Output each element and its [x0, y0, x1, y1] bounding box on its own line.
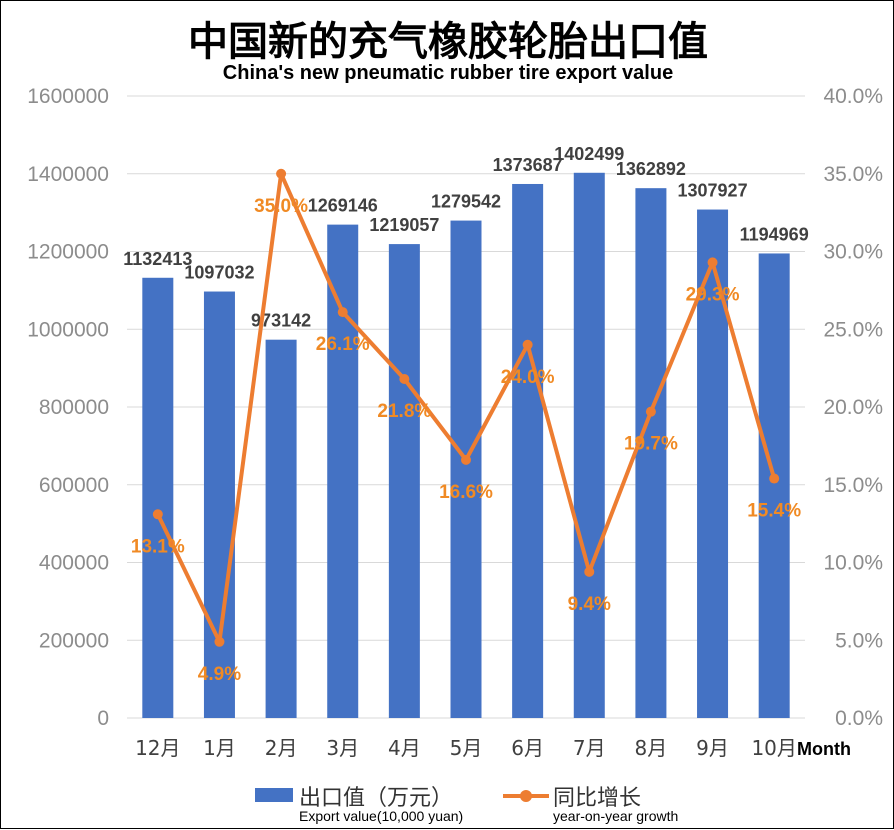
growth-point	[152, 509, 163, 520]
bar	[758, 253, 790, 718]
bar	[573, 172, 605, 719]
bar-data-label: 1279542	[431, 192, 501, 212]
bar-data-label: 1362892	[616, 159, 686, 179]
legend-bar-label: 出口值（万元）	[299, 786, 453, 811]
x-tick-label: 7月	[573, 736, 606, 760]
left-tick-label: 600000	[39, 474, 109, 497]
bar	[512, 183, 544, 718]
legend: 出口值（万元） Export value(10,000 yuan) 同比增长 y…	[255, 786, 678, 824]
growth-data-label: 26.1%	[316, 334, 370, 355]
legend-line-label: 同比增长	[553, 786, 641, 811]
growth-point	[214, 636, 225, 647]
bar-data-label: 973142	[251, 311, 311, 331]
bar-data-label: 1194969	[740, 224, 809, 244]
bar	[327, 224, 359, 718]
bar	[142, 277, 174, 718]
right-tick-label: 40.0%	[823, 85, 883, 108]
growth-point	[461, 454, 471, 465]
left-axis-ticks: 0 200000 400000 600000 800000 1000000 1200000 1…	[27, 85, 109, 730]
legend-line-marker	[520, 790, 532, 802]
growth-data-label: 15.4%	[747, 501, 801, 522]
growth-point	[399, 374, 410, 385]
line-series	[152, 168, 780, 647]
growth-data-label: 16.6%	[439, 482, 493, 503]
growth-data-label: 13.1%	[131, 536, 185, 557]
growth-data-label: 35.0%	[254, 196, 308, 217]
legend-line-label-en: year-on-year growth	[553, 808, 678, 824]
growth-point	[769, 473, 780, 484]
left-tick-label: 200000	[39, 629, 109, 652]
x-tick-label: 6月	[511, 736, 544, 760]
growth-data-label: 24.0%	[501, 367, 555, 388]
growth-point	[522, 339, 533, 350]
chart-subtitle: China's new pneumatic rubber tire export…	[223, 62, 673, 84]
right-axis-ticks: 0.0% 5.0% 10.0% 15.0% 20.0% 25.0% 30.0% 35.0% 40…	[823, 85, 883, 730]
x-tick-label: 10月	[751, 736, 796, 760]
growth-point	[645, 406, 656, 417]
left-tick-label: 800000	[39, 396, 109, 419]
growth-data-label: 19.7%	[624, 434, 678, 455]
growth-point	[707, 257, 718, 268]
bar-data-label: 1132413	[123, 249, 192, 269]
bar	[203, 291, 235, 718]
chart-title: 中国新的充气橡胶轮胎出口值	[188, 19, 708, 65]
x-tick-label: 12月	[135, 736, 180, 760]
x-axis-label: Month	[797, 739, 851, 759]
right-tick-label: 5.0%	[835, 629, 883, 652]
line-data-labels: 13.1% 4.9% 35.0% 26.1% 21.8% 16.6% 24.0% 9.4% 19…	[131, 196, 801, 685]
growth-data-label: 4.9%	[198, 664, 241, 685]
right-tick-label: 10.0%	[823, 552, 883, 575]
x-tick-label: 4月	[388, 736, 421, 760]
left-tick-label: 1600000	[27, 85, 109, 108]
legend-bar-label-en: Export value(10,000 yuan)	[299, 808, 463, 824]
bar-series	[142, 172, 790, 719]
x-tick-label: 2月	[265, 736, 298, 760]
bar	[388, 244, 420, 718]
bar-data-label: 1219057	[369, 215, 439, 235]
bar-data-label: 1373687	[493, 155, 563, 175]
left-tick-label: 0	[97, 707, 109, 730]
growth-point	[276, 168, 287, 179]
growth-data-label: 9.4%	[568, 594, 611, 615]
bar-data-label: 1097032	[184, 263, 254, 283]
bar	[450, 220, 482, 718]
right-tick-label: 15.0%	[823, 474, 883, 497]
left-tick-label: 1200000	[27, 241, 109, 264]
growth-point	[584, 566, 595, 577]
legend-bar-swatch	[255, 788, 293, 802]
growth-data-label: 21.8%	[377, 401, 431, 422]
right-tick-label: 25.0%	[823, 318, 883, 341]
right-tick-label: 20.0%	[823, 396, 883, 419]
left-tick-label: 1000000	[27, 318, 109, 341]
x-tick-label: 9月	[696, 736, 729, 760]
x-tick-label: 5月	[450, 736, 483, 760]
x-tick-label: 1月	[203, 736, 236, 760]
growth-point	[337, 307, 348, 318]
right-tick-label: 0.0%	[835, 707, 883, 730]
bar	[635, 188, 667, 719]
growth-data-label: 29.3%	[686, 284, 740, 305]
bar-data-label: 1269146	[308, 196, 378, 216]
x-tick-label: 8月	[635, 736, 668, 760]
bar-data-label: 1307927	[678, 181, 748, 201]
left-tick-label: 400000	[39, 552, 109, 575]
bar-data-label: 1402499	[554, 144, 624, 164]
x-axis-ticks: 12月 1月 2月 3月 4月 5月 6月 7月 8月 9月 10月	[135, 736, 797, 760]
x-tick-label: 3月	[326, 736, 359, 760]
left-tick-label: 1400000	[27, 163, 109, 186]
bar	[265, 339, 297, 718]
right-tick-label: 30.0%	[823, 241, 883, 264]
right-tick-label: 35.0%	[823, 163, 883, 186]
